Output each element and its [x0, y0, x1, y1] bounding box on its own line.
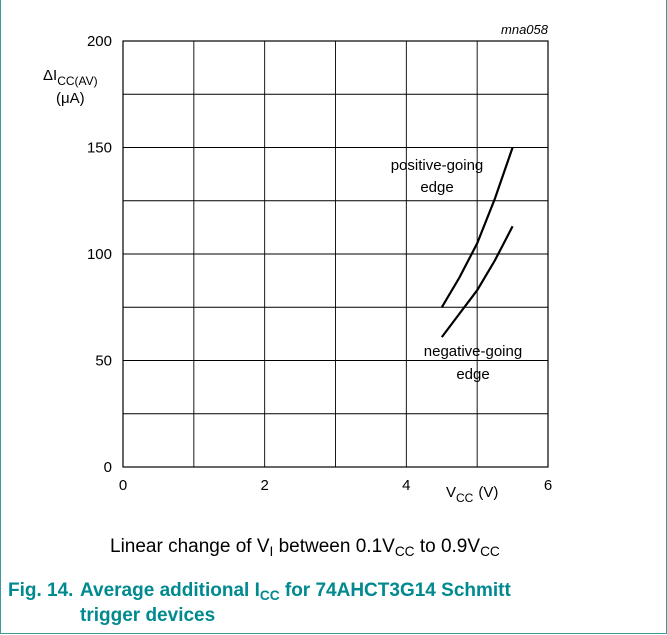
- y-tick-label: 50: [95, 353, 112, 370]
- series-label-positive: positive-going: [391, 157, 484, 174]
- y-tick-label: 200: [87, 33, 112, 50]
- x-tick-label: 2: [260, 477, 268, 494]
- x-tick-label: 0: [119, 477, 127, 494]
- series-line-positive: [440, 147, 514, 308]
- figure-code-label: mna058: [501, 22, 549, 37]
- series-label-negative: negative-going: [424, 343, 522, 360]
- tick-labels: 0 50 100 150 200 0 2 4 6: [87, 33, 552, 494]
- figure-number: Fig. 14.: [8, 580, 74, 601]
- y-axis-label: ΔICC(AV): [43, 67, 98, 88]
- curves: [440, 147, 514, 338]
- x-tick-label: 6: [544, 477, 552, 494]
- plot-area: [122, 40, 549, 468]
- chart-grid: [123, 41, 548, 467]
- y-tick-label: 0: [104, 459, 112, 476]
- figure-title-line2: trigger devices: [80, 605, 216, 626]
- x-axis-label: VCC (V): [446, 484, 498, 505]
- y-axis-unit: (μA): [56, 90, 85, 107]
- chart-caption: Linear change of VI between 0.1VCC to 0.…: [110, 536, 500, 560]
- chart: 0 50 100 150 200 0 2 4 6 mna058 ΔICC(AV) (μA) VC…: [43, 22, 552, 505]
- series-label-negative-line2: edge: [456, 366, 489, 383]
- series-line-negative: [440, 225, 514, 338]
- y-tick-label: 150: [87, 140, 112, 157]
- figure-title: Fig. 14. Average additional ICC for 74AHC…: [8, 578, 658, 628]
- series-label-positive-line2: edge: [420, 179, 453, 196]
- y-tick-label: 100: [87, 246, 112, 263]
- x-tick-label: 4: [402, 477, 410, 494]
